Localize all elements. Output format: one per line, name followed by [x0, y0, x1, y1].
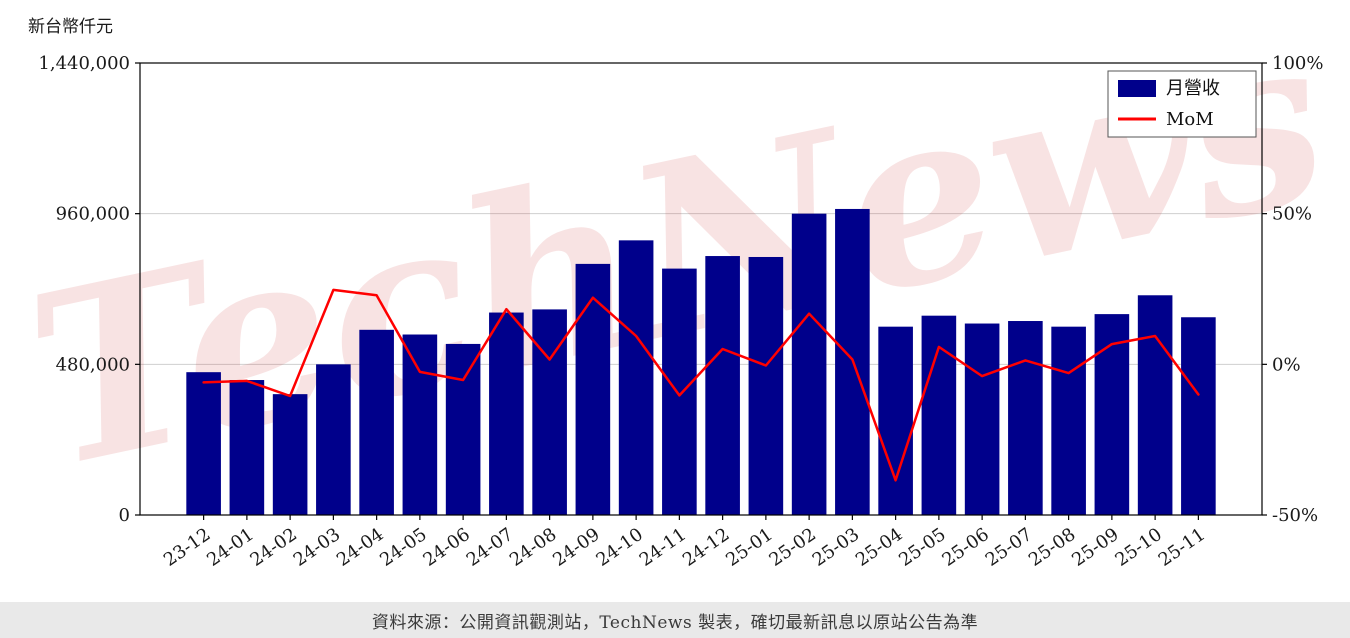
x-tick-label: 24-01 [203, 524, 258, 571]
left-tick-label: 0 [119, 505, 130, 526]
revenue-bar [1094, 314, 1130, 515]
right-tick-label: -50% [1272, 505, 1318, 526]
x-tick-label: 24-06 [419, 524, 474, 571]
legend-bar-swatch [1118, 80, 1156, 97]
revenue-bar [964, 323, 1000, 515]
revenue-bar [445, 343, 481, 515]
revenue-bar [618, 240, 654, 515]
x-tick-label: 25-11 [1155, 524, 1210, 571]
plot-frame [139, 62, 1263, 516]
x-tick-label: 25-06 [938, 524, 993, 571]
revenue-bar [1181, 317, 1216, 515]
mom-line [202, 288, 1200, 482]
x-tick-label: 24-07 [463, 524, 518, 571]
revenue-bar [878, 326, 913, 515]
x-tick-label: 23-12 [160, 524, 215, 571]
x-tick-label: 24-02 [246, 524, 301, 571]
x-tick-label: 24-10 [592, 524, 647, 571]
footer-bar: 資料來源：公開資訊觀測站，TechNews 製表，確切最新訊息以原站公告為準 [0, 602, 1350, 638]
revenue-bar [402, 334, 438, 515]
left-tick-label: 480,000 [56, 354, 130, 375]
chart-area: TechNews 0 480,000 960,000 1,440,000 -50% 0% 50… [8, 0, 1347, 571]
revenue-chart-svg: TechNews0480,000960,0001,440,000-50%0%50… [8, 0, 1347, 571]
y-axis-title: 新台幣仟元 [28, 17, 113, 37]
x-tick-label: 25-04 [852, 524, 907, 571]
revenue-bar [921, 315, 957, 515]
right-tick-label: 50% [1272, 204, 1312, 225]
revenue-bar [748, 256, 784, 515]
x-tick-label: 25-05 [895, 524, 950, 571]
x-tick-label: 24-09 [549, 524, 604, 571]
x-tick-label: 24-03 [290, 524, 345, 571]
right-tick-label: 0% [1272, 354, 1301, 375]
x-tick-label: 25-07 [982, 524, 1037, 571]
revenue-bar [791, 213, 827, 515]
x-tick-label: 25-03 [809, 524, 864, 571]
x-tick-label: 24-11 [636, 524, 691, 571]
revenue-bar [662, 268, 697, 515]
revenue-bar [575, 263, 611, 515]
revenue-bar [272, 394, 308, 515]
x-tick-label: 24-05 [376, 524, 431, 571]
x-tick-label: 25-08 [1025, 524, 1080, 571]
left-tick-label: 1,440,000 [38, 53, 130, 74]
revenue-bar [1008, 321, 1043, 515]
footer-source-text: 資料來源：公開資訊觀測站，TechNews 製表，確切最新訊息以原站公告為準 [371, 612, 979, 633]
right-tick-label: 100% [1272, 53, 1323, 74]
revenue-bar [489, 312, 524, 515]
x-tick-label: 24-08 [506, 524, 561, 571]
legend-line-label: MoM [1166, 109, 1214, 130]
revenue-bar [1051, 326, 1086, 515]
legend-bar-label: 月營收 [1166, 78, 1220, 99]
x-tick-label: 25-10 [1111, 524, 1166, 571]
revenue-bar [1137, 295, 1173, 515]
revenue-bar [229, 380, 265, 515]
x-tick-label: 25-01 [722, 524, 777, 571]
x-tick-label: 24-12 [679, 524, 734, 571]
left-tick-label: 960,000 [56, 204, 130, 225]
x-tick-label: 24-04 [333, 524, 388, 571]
x-tick-label: 25-02 [765, 524, 820, 571]
revenue-bar [186, 372, 221, 515]
revenue-bar [705, 256, 740, 515]
x-tick-label: 25-09 [1068, 524, 1123, 571]
revenue-bar [359, 329, 394, 515]
revenue-bar [316, 364, 351, 515]
